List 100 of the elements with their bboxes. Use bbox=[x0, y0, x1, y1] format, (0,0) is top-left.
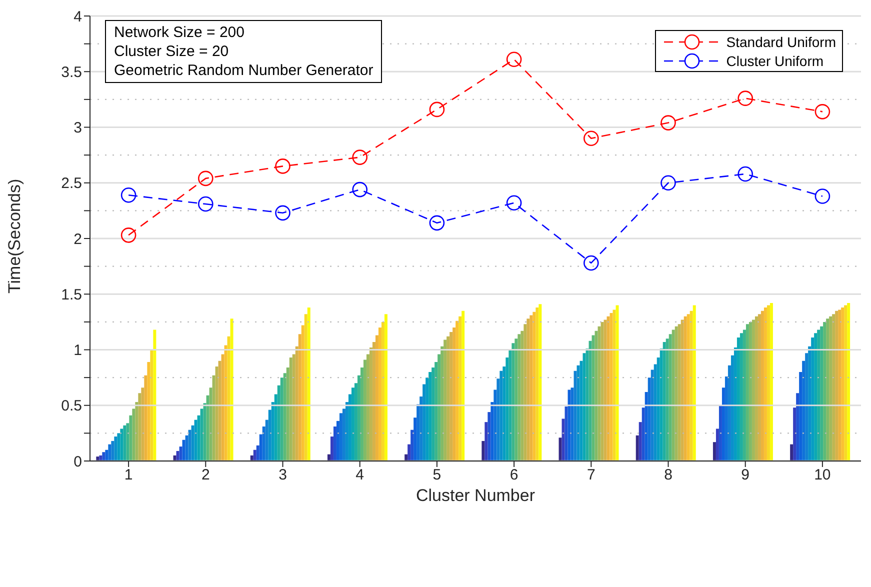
bar bbox=[209, 388, 212, 461]
bar bbox=[428, 372, 432, 461]
bar bbox=[712, 442, 716, 461]
bar bbox=[598, 326, 601, 461]
bar bbox=[114, 436, 118, 461]
x-tick-label: 7 bbox=[586, 466, 596, 484]
bar bbox=[716, 428, 719, 461]
bar bbox=[253, 450, 256, 461]
bar bbox=[218, 360, 222, 461]
bar bbox=[748, 322, 752, 461]
bar bbox=[508, 350, 512, 461]
bar bbox=[616, 305, 619, 461]
x-axis-title: Cluster Number bbox=[416, 486, 536, 505]
x-tick-label: 8 bbox=[664, 466, 672, 484]
bar bbox=[770, 303, 773, 461]
bar bbox=[592, 335, 595, 461]
bar bbox=[666, 338, 669, 461]
bar bbox=[363, 360, 366, 461]
bar bbox=[105, 450, 108, 461]
y-tick-label: 2 bbox=[74, 230, 82, 248]
bar bbox=[333, 426, 336, 461]
bar bbox=[268, 410, 272, 461]
bar bbox=[722, 388, 725, 461]
y-tick-label: 2.5 bbox=[61, 175, 82, 192]
bar bbox=[144, 375, 148, 461]
bar bbox=[360, 368, 364, 461]
bar bbox=[829, 316, 832, 461]
bar bbox=[736, 338, 740, 461]
bar bbox=[416, 404, 420, 461]
bar bbox=[120, 428, 124, 461]
bar bbox=[410, 430, 414, 461]
bar bbox=[102, 452, 106, 461]
bar bbox=[564, 406, 568, 461]
y-tick-label: 0 bbox=[74, 453, 82, 470]
point bbox=[506, 52, 522, 68]
bar bbox=[215, 366, 218, 461]
bar bbox=[684, 316, 687, 461]
bar bbox=[206, 395, 210, 461]
point bbox=[198, 196, 214, 212]
bar bbox=[191, 425, 194, 461]
bar bbox=[680, 320, 684, 461]
bar bbox=[594, 330, 598, 461]
bar bbox=[286, 368, 290, 461]
bar bbox=[289, 358, 292, 461]
bar bbox=[502, 366, 506, 461]
point bbox=[352, 150, 368, 165]
bar bbox=[604, 320, 607, 461]
bar bbox=[384, 314, 388, 461]
bar bbox=[562, 418, 565, 461]
annotation: Geometric Random Number Generator bbox=[114, 61, 374, 80]
point bbox=[429, 102, 445, 118]
bar bbox=[456, 320, 459, 461]
bar bbox=[570, 388, 574, 461]
bar bbox=[742, 330, 746, 461]
bar bbox=[378, 328, 382, 461]
bar bbox=[123, 425, 126, 461]
bar bbox=[227, 336, 230, 461]
bar bbox=[372, 342, 376, 461]
bar bbox=[408, 444, 411, 461]
bar bbox=[295, 346, 298, 461]
bar bbox=[642, 408, 645, 461]
bar bbox=[304, 314, 308, 461]
bar bbox=[450, 332, 453, 461]
bar bbox=[173, 455, 176, 461]
bar bbox=[686, 314, 690, 461]
y-axis-title: Time(Seconds) bbox=[5, 178, 24, 294]
annotation: Cluster Size = 20 bbox=[114, 42, 230, 61]
bar bbox=[381, 322, 384, 461]
point bbox=[584, 255, 599, 271]
bar bbox=[200, 408, 204, 461]
bar bbox=[758, 314, 761, 461]
point bbox=[814, 104, 830, 120]
point bbox=[120, 187, 136, 203]
bar bbox=[805, 353, 808, 461]
bar bbox=[668, 334, 672, 461]
bar bbox=[179, 446, 182, 461]
bar bbox=[841, 307, 844, 461]
y-tick-label: 1 bbox=[74, 342, 82, 360]
bar bbox=[108, 444, 112, 461]
bar bbox=[752, 320, 755, 461]
annotation: Network Size = 200 bbox=[114, 23, 246, 42]
bar bbox=[678, 324, 681, 461]
point bbox=[198, 170, 214, 186]
bar bbox=[530, 315, 533, 461]
bar bbox=[330, 436, 334, 461]
bar bbox=[582, 353, 586, 461]
bar bbox=[117, 433, 120, 461]
bar bbox=[301, 325, 304, 461]
x-tick-label: 1 bbox=[124, 466, 133, 484]
x-tick-label: 9 bbox=[741, 466, 750, 484]
bar bbox=[638, 422, 642, 461]
bar bbox=[327, 454, 330, 461]
x-tick-label: 4 bbox=[356, 466, 364, 484]
bar bbox=[656, 358, 660, 461]
bar bbox=[440, 346, 444, 461]
bar bbox=[796, 393, 800, 461]
bar bbox=[576, 365, 580, 461]
bar bbox=[672, 330, 675, 461]
bar bbox=[766, 305, 770, 461]
bar bbox=[452, 328, 456, 461]
